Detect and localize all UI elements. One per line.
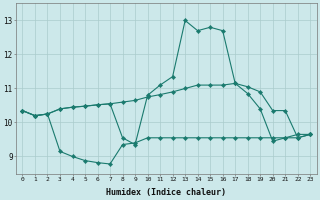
X-axis label: Humidex (Indice chaleur): Humidex (Indice chaleur): [106, 188, 226, 197]
